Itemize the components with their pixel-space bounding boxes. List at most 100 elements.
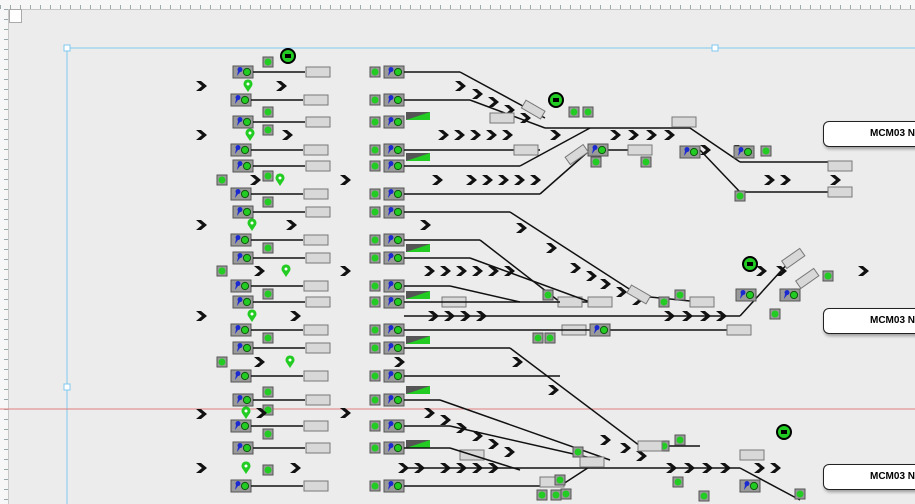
indicator-light-icon: [736, 192, 744, 200]
signal-icon: [235, 324, 241, 334]
chevron-right-icon: [456, 266, 467, 276]
signal-icon: [388, 325, 394, 334]
chevron-right-icon: [456, 423, 467, 433]
track-end-box[interactable]: [626, 284, 652, 305]
track-end-box[interactable]: [305, 342, 331, 354]
track-end-box[interactable]: [637, 440, 663, 452]
selection-handle[interactable]: [63, 44, 71, 52]
chevron-right-icon: [440, 266, 451, 276]
chevron-right-icon: [420, 220, 431, 230]
indicator-light-icon: [552, 491, 560, 499]
chevron-right-icon: [440, 415, 451, 425]
signal-light-icon: [242, 161, 252, 171]
track-indicator-fill: [406, 386, 430, 394]
chevron-right-icon: [646, 130, 657, 140]
location-pin-icon[interactable]: [243, 79, 253, 92]
signal-light-icon: [240, 95, 250, 105]
chevron-right-icon: [290, 311, 301, 321]
chevron-right-icon: [254, 357, 265, 367]
track-line: [449, 447, 521, 471]
track-end-box[interactable]: [305, 296, 331, 308]
track-end-box[interactable]: [305, 442, 331, 454]
chevron-right-icon: [504, 447, 515, 457]
signal-light-icon: [743, 147, 753, 157]
indicator-light-icon: [264, 126, 272, 134]
selection-handle[interactable]: [711, 44, 719, 52]
track-end-box[interactable]: [303, 144, 329, 156]
track-end-box[interactable]: [305, 116, 331, 128]
track-end-box[interactable]: [794, 267, 820, 290]
signal-light-icon: [242, 253, 252, 263]
location-pin-icon[interactable]: [245, 128, 255, 141]
indicator-light-icon: [218, 267, 226, 275]
track-end-box[interactable]: [305, 252, 331, 264]
chevron-right-icon: [256, 408, 267, 418]
track-end-box[interactable]: [627, 144, 653, 156]
chevron-right-icon: [570, 263, 581, 273]
track-end-box[interactable]: [305, 160, 331, 172]
chevron-right-icon: [455, 81, 466, 91]
indicator-light-icon: [371, 344, 379, 352]
track-end-box[interactable]: [780, 247, 806, 270]
track-end-box[interactable]: [305, 206, 331, 218]
location-pin-icon[interactable]: [241, 461, 251, 474]
chevron-right-icon: [196, 81, 207, 91]
signal-light-icon: [597, 145, 607, 155]
track-end-box[interactable]: [303, 234, 329, 246]
indicator-light-icon: [371, 118, 379, 126]
chevron-right-icon: [716, 311, 727, 321]
signal-light-icon: [745, 290, 755, 300]
location-pin-icon[interactable]: [275, 173, 285, 186]
selection-handle[interactable]: [63, 383, 71, 391]
track-end-box[interactable]: [303, 188, 329, 200]
location-pin-icon[interactable]: [285, 355, 295, 368]
chevron-right-icon: [514, 175, 525, 185]
chevron-right-icon: [780, 175, 791, 185]
chevron-right-icon: [424, 408, 435, 418]
track-end-box[interactable]: [303, 280, 329, 292]
indicator-light-icon: [700, 492, 708, 500]
station-label[interactable]: MCM03 No: [823, 464, 915, 490]
track-end-box[interactable]: [305, 394, 331, 406]
signal-icon: [740, 289, 746, 299]
track-line: [469, 257, 591, 303]
signal-icon: [388, 371, 394, 380]
track-end-box[interactable]: [520, 99, 546, 120]
signal-light-icon: [393, 189, 403, 199]
chevron-right-icon: [488, 97, 499, 107]
track-end-box[interactable]: [303, 94, 329, 106]
track-end-box[interactable]: [671, 116, 697, 128]
chevron-right-icon: [394, 357, 405, 367]
location-pin-icon[interactable]: [247, 309, 257, 322]
indicator-light-icon: [642, 158, 650, 166]
signal-light-icon: [393, 95, 403, 105]
chevron-right-icon: [504, 266, 515, 276]
location-pin-icon[interactable]: [247, 218, 257, 231]
track-end-box[interactable]: [303, 420, 329, 432]
track-end-box[interactable]: [303, 370, 329, 382]
station-label[interactable]: MCM03 No: [823, 121, 915, 147]
track-end-box[interactable]: [827, 160, 853, 172]
track-end-box[interactable]: [305, 66, 331, 78]
track-end-box[interactable]: [587, 296, 613, 308]
chevron-right-icon: [472, 431, 483, 441]
track-end-box[interactable]: [513, 144, 539, 156]
track-end-box[interactable]: [303, 324, 329, 336]
track-end-box[interactable]: [564, 143, 590, 166]
track-end-box[interactable]: [827, 186, 853, 198]
location-pin-icon[interactable]: [241, 406, 251, 419]
track-end-box[interactable]: [489, 112, 515, 124]
chevron-right-icon: [472, 266, 483, 276]
track-end-box[interactable]: [739, 449, 765, 461]
location-pin-icon[interactable]: [281, 264, 291, 277]
indicator-light-icon: [371, 444, 379, 452]
track-end-box[interactable]: [579, 456, 605, 468]
track-end-box[interactable]: [726, 324, 752, 336]
indicator-light-icon: [762, 147, 770, 155]
track-end-box[interactable]: [689, 296, 715, 308]
station-label[interactable]: MCM03 No: [823, 308, 915, 334]
indicator-light-icon: [264, 108, 272, 116]
signal-icon: [235, 280, 241, 290]
track-end-box[interactable]: [303, 480, 329, 492]
chevron-right-icon: [398, 463, 409, 473]
